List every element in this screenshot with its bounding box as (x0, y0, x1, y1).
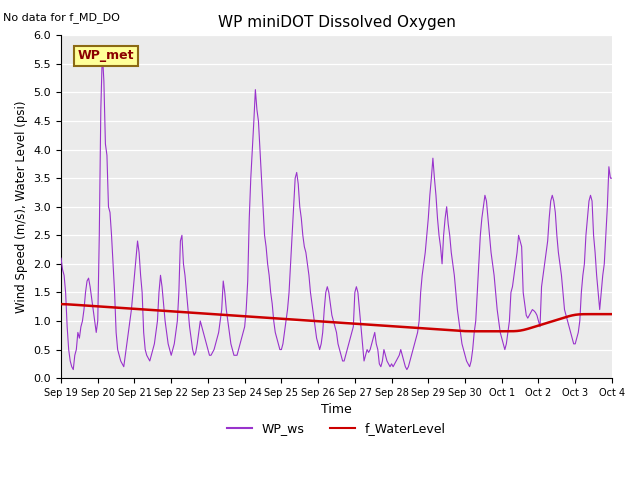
X-axis label: Time: Time (321, 403, 352, 417)
Text: No data for f_MD_DO: No data for f_MD_DO (3, 12, 120, 23)
Y-axis label: Wind Speed (m/s), Water Level (psi): Wind Speed (m/s), Water Level (psi) (15, 100, 28, 313)
Text: WP_met: WP_met (77, 49, 134, 62)
Legend: WP_ws, f_WaterLevel: WP_ws, f_WaterLevel (222, 418, 451, 441)
Title: WP miniDOT Dissolved Oxygen: WP miniDOT Dissolved Oxygen (218, 15, 456, 30)
